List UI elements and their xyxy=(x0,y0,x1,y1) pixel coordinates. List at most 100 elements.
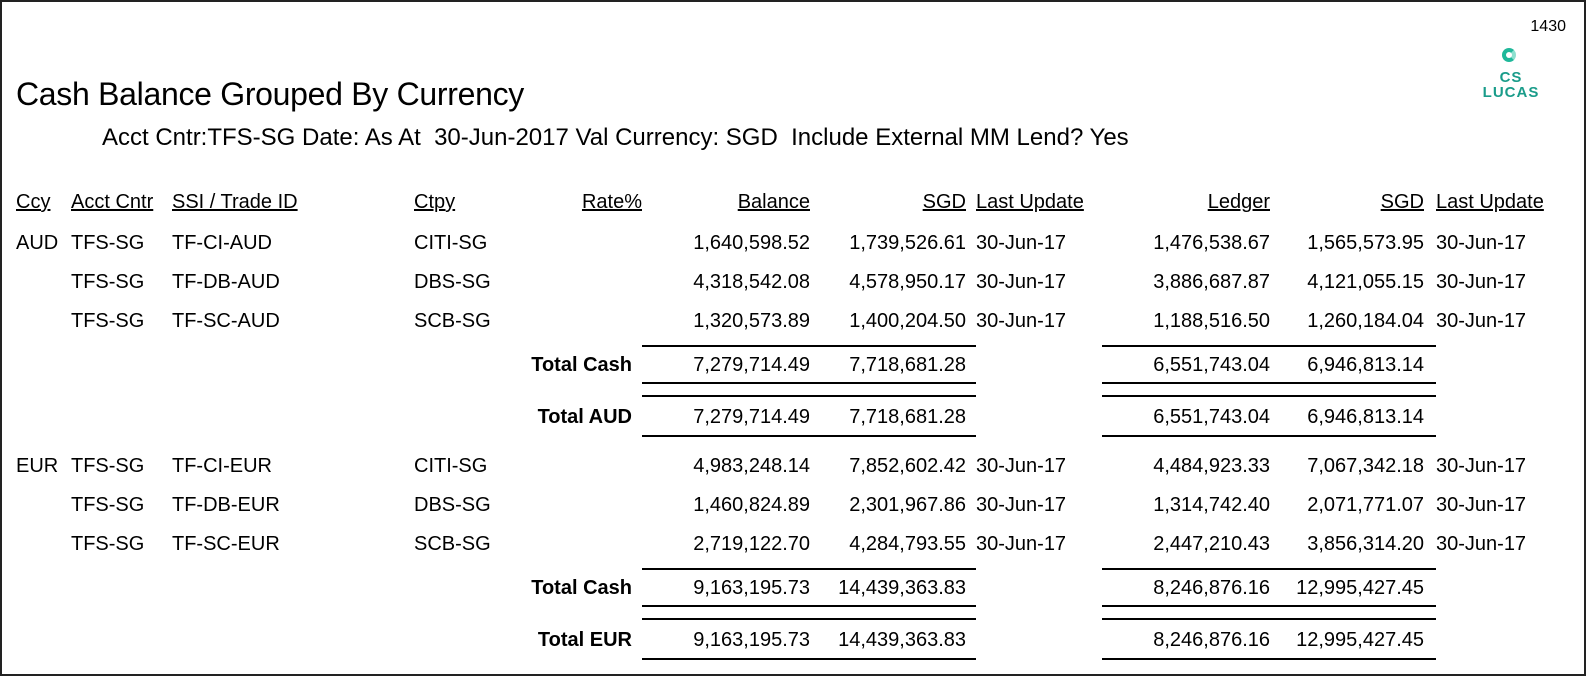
last-update-cell: 30-Jun-17 xyxy=(976,533,1067,555)
balance-cell: 1,640,598.52 xyxy=(693,232,810,254)
last-update-cell: 30-Jun-17 xyxy=(976,455,1067,477)
acct-cntr-cell: TFS-SG xyxy=(71,232,145,254)
ledger-last-update-cell: 30-Jun-17 xyxy=(1436,533,1527,555)
last-update-cell: 30-Jun-17 xyxy=(976,310,1067,332)
column-header-ledger-last-update: Last Update xyxy=(1436,191,1544,213)
total-cash-sgd: 14,439,363.83 xyxy=(838,577,966,599)
logo-text-line2: LUCAS xyxy=(1482,84,1540,101)
total-rule xyxy=(1102,382,1436,384)
ctpy-cell: CITI-SG xyxy=(414,455,488,477)
ledger-last-update-cell: 30-Jun-17 xyxy=(1436,310,1527,332)
balance-sgd-cell: 4,284,793.55 xyxy=(849,533,966,555)
ctpy-cell: CITI-SG xyxy=(414,232,488,254)
total-currency-ledger-sgd: 6,946,813.14 xyxy=(1307,406,1424,428)
column-header-ledger: Ledger xyxy=(1207,191,1270,213)
ssi-trade-id-cell: TF-SC-EUR xyxy=(172,533,280,555)
logo-text-line1: CS xyxy=(1499,69,1523,86)
ssi-trade-id-cell: TF-DB-AUD xyxy=(172,271,280,293)
total-cash-ledger: 8,246,876.16 xyxy=(1153,577,1270,599)
total-currency-balance: 7,279,714.49 xyxy=(693,406,810,428)
currency-code: EUR xyxy=(16,455,59,477)
total-rule xyxy=(1102,395,1436,397)
ledger-sgd-cell: 7,067,342.18 xyxy=(1307,455,1424,477)
acct-cntr-cell: TFS-SG xyxy=(71,494,145,516)
column-header-ledger-sgd: SGD xyxy=(1380,191,1424,213)
balance-sgd-cell: 2,301,967.86 xyxy=(849,494,966,516)
column-header-rate: Rate% xyxy=(581,191,642,213)
total-rule xyxy=(1102,605,1436,607)
ledger-sgd-cell: 1,260,184.04 xyxy=(1307,310,1424,332)
column-header-ctpy: Ctpy xyxy=(414,191,456,213)
column-header-sgd: SGD xyxy=(922,191,966,213)
column-header-acct-cntr: Acct Cntr xyxy=(71,191,154,213)
total-cash-balance: 9,163,195.73 xyxy=(693,577,810,599)
subtotal-rule xyxy=(642,568,976,570)
ledger-cell: 2,447,210.43 xyxy=(1153,533,1270,555)
total-rule xyxy=(642,395,976,397)
column-header-ccy: Ccy xyxy=(16,191,51,213)
ledger-sgd-cell: 2,071,771.07 xyxy=(1307,494,1424,516)
total-currency-sgd: 7,718,681.28 xyxy=(849,406,966,428)
total-cash-label: Total Cash xyxy=(531,354,632,376)
ledger-last-update-cell: 30-Jun-17 xyxy=(1436,271,1527,293)
balance-cell: 1,320,573.89 xyxy=(693,310,810,332)
ctpy-cell: DBS-SG xyxy=(414,271,491,293)
last-update-cell: 30-Jun-17 xyxy=(976,494,1067,516)
logo-text: CS LUCAS xyxy=(1472,70,1550,100)
total-currency-ledger: 8,246,876.16 xyxy=(1153,629,1270,651)
subtotal-rule xyxy=(1102,568,1436,570)
balance-cell: 4,318,542.08 xyxy=(693,271,810,293)
ledger-cell: 1,188,516.50 xyxy=(1153,310,1270,332)
ledger-cell: 3,886,687.87 xyxy=(1153,271,1270,293)
column-header-last-update: Last Update xyxy=(976,191,1084,213)
total-currency-label: Total EUR xyxy=(537,629,632,651)
balance-cell: 4,983,248.14 xyxy=(693,455,810,477)
total-currency-balance: 9,163,195.73 xyxy=(693,629,810,651)
ledger-sgd-cell: 3,856,314.20 xyxy=(1307,533,1424,555)
ctpy-cell: SCB-SG xyxy=(414,310,491,332)
acct-cntr-cell: TFS-SG xyxy=(71,271,145,293)
ledger-sgd-cell: 4,121,055.15 xyxy=(1307,271,1424,293)
last-update-cell: 30-Jun-17 xyxy=(976,232,1067,254)
column-header-balance: Balance xyxy=(737,191,810,213)
ledger-last-update-cell: 30-Jun-17 xyxy=(1436,455,1527,477)
total-currency-sgd: 14,439,363.83 xyxy=(838,629,966,651)
ssi-trade-id-cell: TF-CI-AUD xyxy=(172,232,272,254)
company-logo: CS LUCAS xyxy=(1472,48,1550,110)
total-rule xyxy=(642,618,976,620)
balance-sgd-cell: 7,852,602.42 xyxy=(849,455,966,477)
ledger-sgd-cell: 1,565,573.95 xyxy=(1307,232,1424,254)
last-update-cell: 30-Jun-17 xyxy=(976,271,1067,293)
ledger-last-update-cell: 30-Jun-17 xyxy=(1436,232,1527,254)
subtotal-rule xyxy=(642,345,976,347)
page-number: 1430 xyxy=(1530,18,1566,35)
total-cash-balance: 7,279,714.49 xyxy=(693,354,810,376)
ledger-cell: 1,476,538.67 xyxy=(1153,232,1270,254)
ctpy-cell: SCB-SG xyxy=(414,533,491,555)
total-currency-ledger-sgd: 12,995,427.45 xyxy=(1296,629,1424,651)
grand-total-rule xyxy=(642,658,976,660)
logo-ring-icon xyxy=(1502,48,1516,62)
acct-cntr-cell: TFS-SG xyxy=(71,533,145,555)
balance-sgd-cell: 1,739,526.61 xyxy=(849,232,966,254)
ssi-trade-id-cell: TF-CI-EUR xyxy=(172,455,272,477)
ledger-cell: 4,484,923.33 xyxy=(1153,455,1270,477)
balance-sgd-cell: 1,400,204.50 xyxy=(849,310,966,332)
ctpy-cell: DBS-SG xyxy=(414,494,491,516)
total-rule xyxy=(642,605,976,607)
total-cash-ledger-sgd: 12,995,427.45 xyxy=(1296,577,1424,599)
total-currency-ledger: 6,551,743.04 xyxy=(1153,406,1270,428)
ssi-trade-id-cell: TF-SC-AUD xyxy=(172,310,280,332)
total-rule xyxy=(1102,618,1436,620)
total-rule xyxy=(642,382,976,384)
balance-cell: 1,460,824.89 xyxy=(693,494,810,516)
ssi-trade-id-cell: TF-DB-EUR xyxy=(172,494,280,516)
subtotal-rule xyxy=(1102,345,1436,347)
grand-total-rule xyxy=(642,435,976,437)
column-header-ssi-trade-id: SSI / Trade ID xyxy=(172,191,298,213)
balance-cell: 2,719,122.70 xyxy=(693,533,810,555)
total-cash-ledger: 6,551,743.04 xyxy=(1153,354,1270,376)
grand-total-rule xyxy=(1102,435,1436,437)
report-parameters: Acct Cntr:TFS-SG Date: As At 30-Jun-2017… xyxy=(102,124,1129,151)
